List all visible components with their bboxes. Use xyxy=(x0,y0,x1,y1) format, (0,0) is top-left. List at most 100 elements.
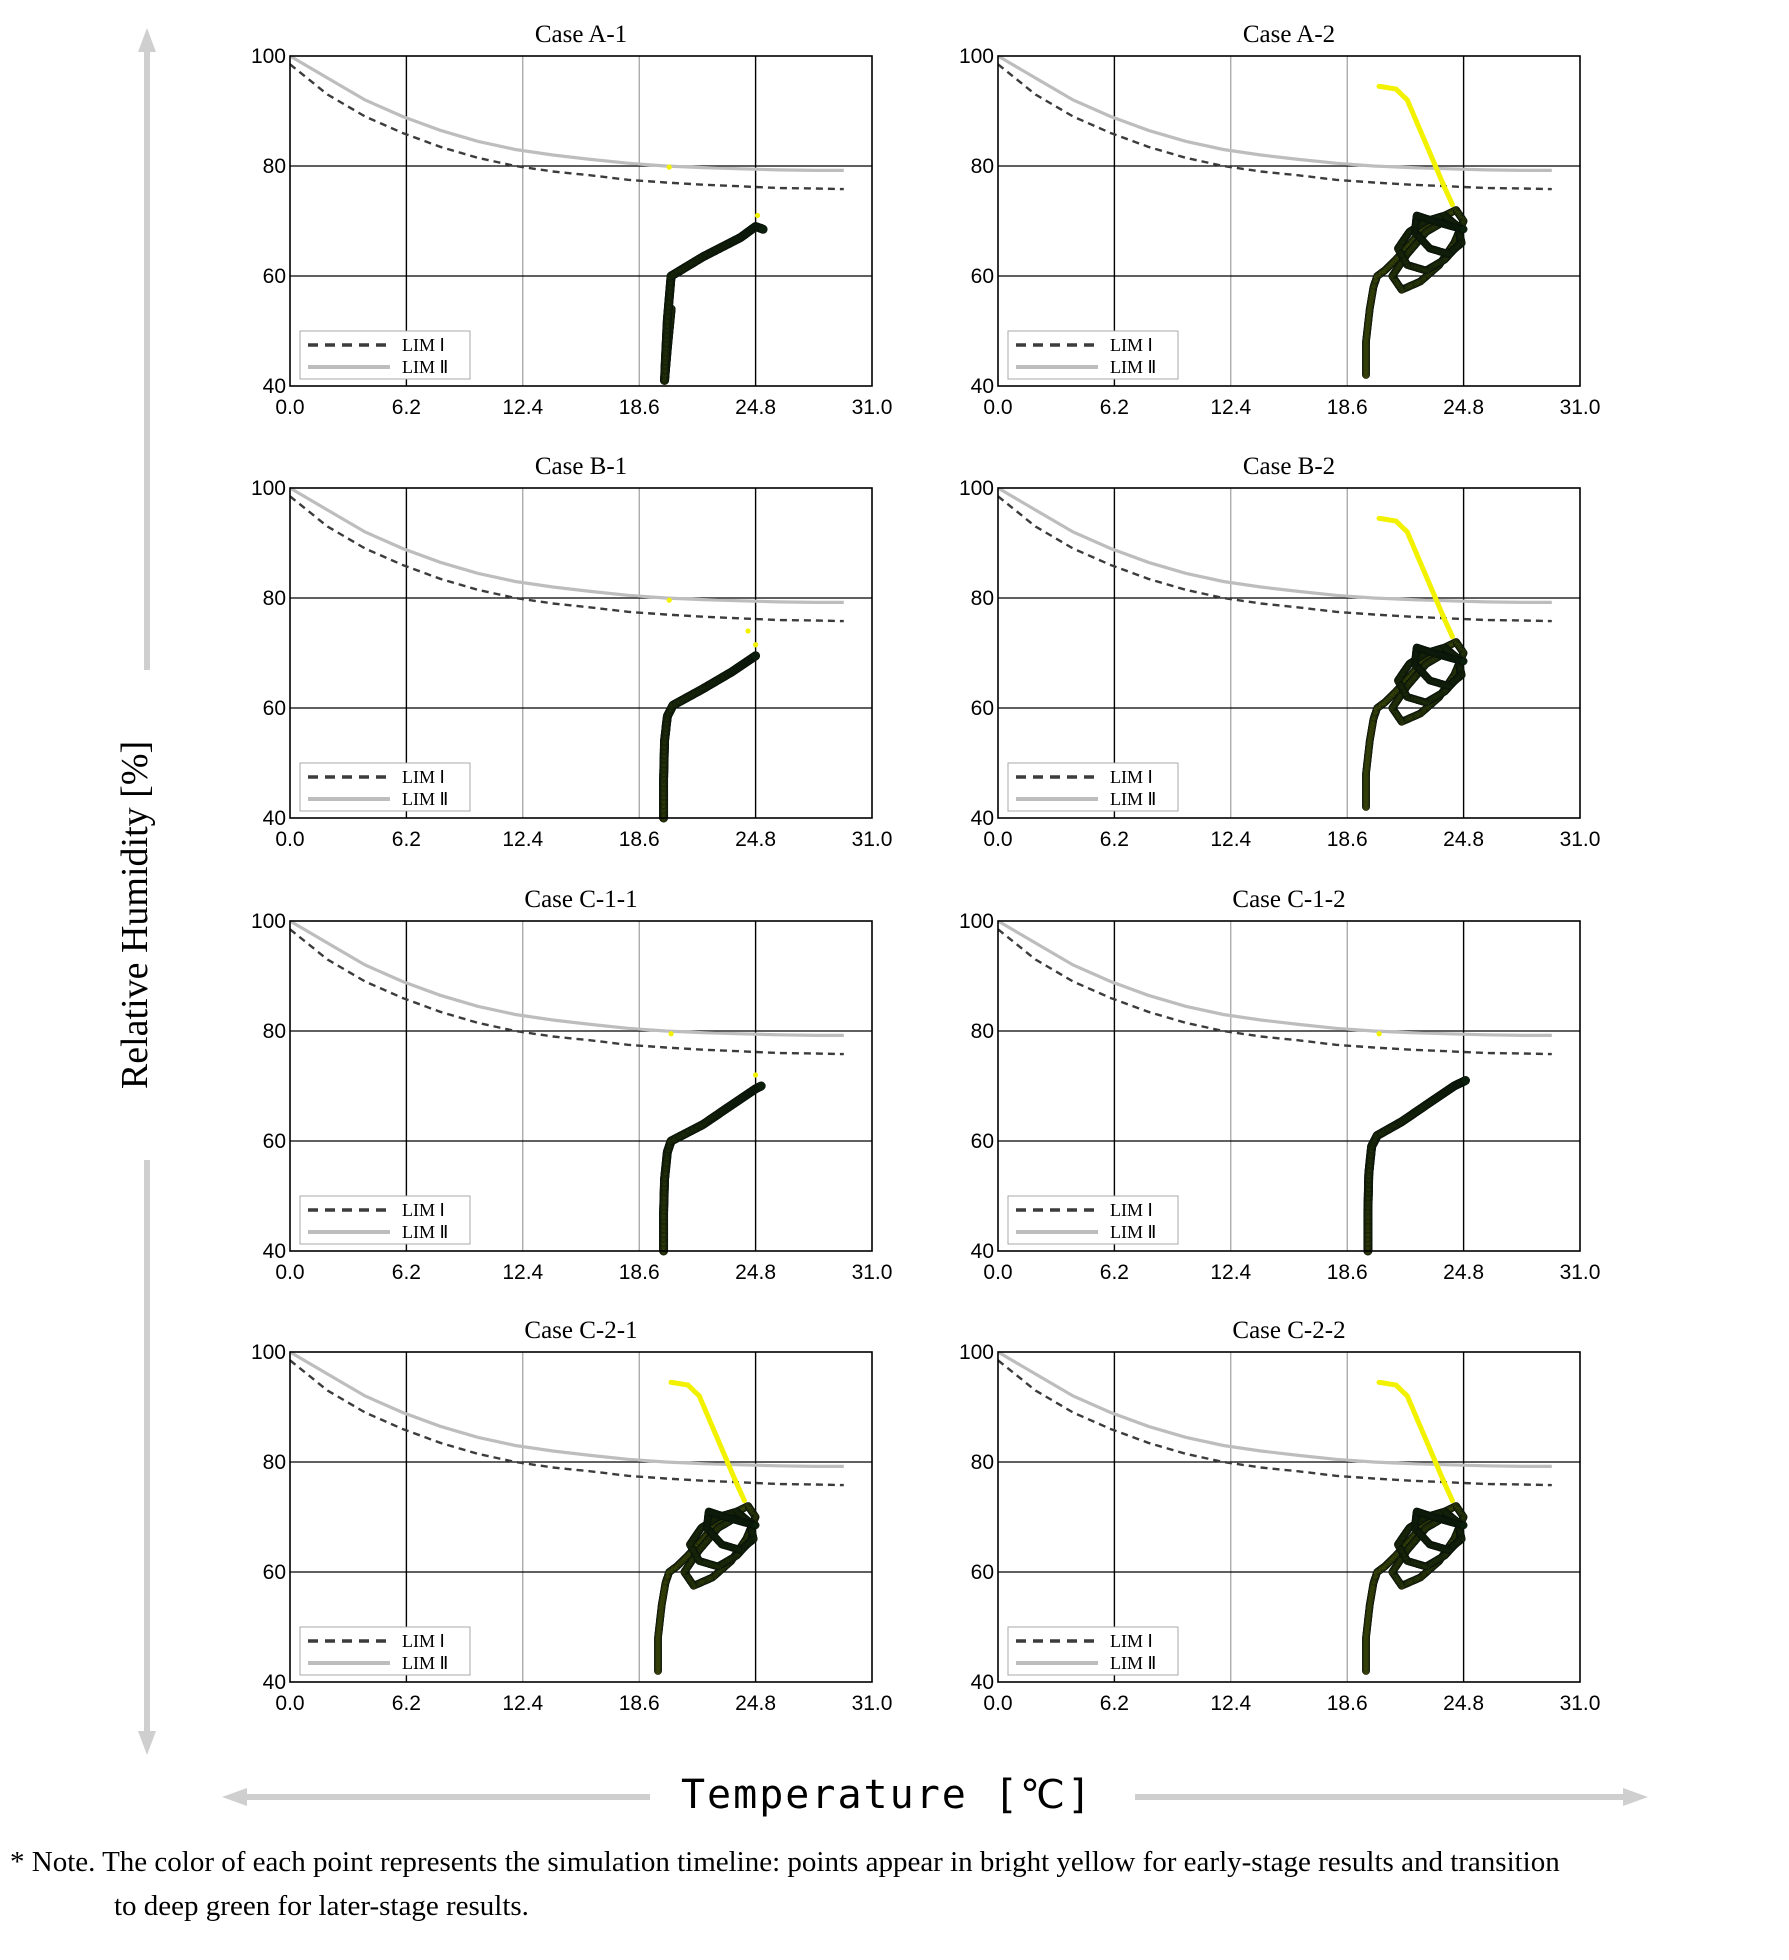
trajectory-point xyxy=(756,1081,766,1091)
chart-panel: Case C-1-2 0.0 6.2 12.4 18.6 24.8 31.0 40 60 80 10… xyxy=(959,886,1600,1284)
y-tick-label: 40 xyxy=(263,1671,286,1694)
x-tick-label: 18.6 xyxy=(1327,1261,1368,1284)
y-tick-label: 80 xyxy=(263,155,286,178)
y-direction-arrows xyxy=(138,28,156,1755)
y-tick-label: 100 xyxy=(251,477,286,500)
x-tick-label: 0.0 xyxy=(275,1261,304,1284)
x-tick-label: 6.2 xyxy=(1100,828,1129,851)
x-tick-label: 0.0 xyxy=(275,1692,304,1715)
legend-label-lim1: LIM Ⅰ xyxy=(1110,335,1153,355)
y-tick-label: 40 xyxy=(263,807,286,830)
x-tick-label: 0.0 xyxy=(983,828,1012,851)
lim2-curve xyxy=(997,54,1552,172)
x-tick-label: 12.4 xyxy=(1210,828,1251,851)
y-arrow-down-head xyxy=(138,1731,156,1755)
legend-label-lim1: LIM Ⅰ xyxy=(1110,1631,1153,1651)
y-tick-label: 100 xyxy=(959,1341,994,1364)
y-tick-label: 60 xyxy=(263,697,286,720)
x-tick-label: 18.6 xyxy=(1327,396,1368,419)
early-stage-point xyxy=(745,628,751,634)
y-tick-label: 60 xyxy=(971,697,994,720)
y-tick-label: 60 xyxy=(971,265,994,288)
trajectory-point xyxy=(1459,225,1468,234)
legend-label-lim2: LIM Ⅱ xyxy=(1110,1222,1156,1242)
x-tick-label: 0.0 xyxy=(275,828,304,851)
lim1-curve xyxy=(289,495,844,623)
early-stage-point xyxy=(753,642,759,648)
chart-panel: Case A-2 0.0 6.2 12.4 18.6 24.8 31.0 40 60 80 100 L… xyxy=(959,21,1600,419)
plot-frame xyxy=(997,55,1581,387)
x-tick-label: 24.8 xyxy=(735,828,776,851)
y-arrow-up-head xyxy=(138,28,156,52)
lim2-curve xyxy=(289,486,844,604)
x-tick-label: 6.2 xyxy=(392,1261,421,1284)
x-tick-label: 31.0 xyxy=(1560,1692,1601,1715)
x-tick-label: 12.4 xyxy=(502,396,543,419)
plot-frame xyxy=(289,55,873,387)
x-tick-label: 24.8 xyxy=(1443,828,1484,851)
legend-box xyxy=(1007,1195,1179,1245)
x-tick-label: 18.6 xyxy=(619,828,660,851)
x-tick-label: 24.8 xyxy=(1443,1261,1484,1284)
y-tick-label: 60 xyxy=(263,1130,286,1153)
x-tick-label: 12.4 xyxy=(1210,1692,1251,1715)
y-tick-label: 80 xyxy=(263,587,286,610)
y-tick-label: 60 xyxy=(263,265,286,288)
chart-panel: Case C-1-1 0.0 6.2 12.4 18.6 24.8 31.0 40 60 80 10… xyxy=(251,886,892,1284)
legend-box xyxy=(299,762,471,812)
legend-label-lim1: LIM Ⅰ xyxy=(402,1200,445,1220)
chart-title: Case B-2 xyxy=(1243,453,1335,480)
x-tick-label: 0.0 xyxy=(275,396,304,419)
y-axis-label: Relative Humidity [%] xyxy=(114,741,156,1089)
chart-panel: Case B-1 0.0 6.2 12.4 18.6 24.8 31.0 40 60 80 100 L… xyxy=(251,453,892,851)
legend-label-lim2: LIM Ⅱ xyxy=(1110,1653,1156,1673)
legend-label-lim2: LIM Ⅱ xyxy=(402,789,448,809)
y-tick-label: 60 xyxy=(971,1561,994,1584)
legend-label-lim1: LIM Ⅰ xyxy=(402,335,445,355)
x-tick-label: 31.0 xyxy=(1560,828,1601,851)
legend-label-lim2: LIM Ⅱ xyxy=(402,1653,448,1673)
x-arrow-right-head xyxy=(1623,1788,1648,1806)
x-tick-label: 31.0 xyxy=(852,396,893,419)
x-tick-label: 31.0 xyxy=(852,1261,893,1284)
y-tick-label: 40 xyxy=(971,807,994,830)
x-tick-label: 31.0 xyxy=(1560,1261,1601,1284)
plot-frame xyxy=(997,487,1581,819)
y-tick-label: 100 xyxy=(251,45,286,68)
x-direction-arrows xyxy=(222,1788,1648,1806)
x-tick-label: 6.2 xyxy=(1100,1261,1129,1284)
early-stage-point xyxy=(666,164,672,170)
lim1-curve xyxy=(289,928,844,1056)
x-tick-label: 6.2 xyxy=(1100,1692,1129,1715)
x-tick-label: 12.4 xyxy=(1210,396,1251,419)
trajectory-point xyxy=(751,651,761,661)
early-stage-point xyxy=(668,1031,674,1037)
early-stage-point xyxy=(741,1497,747,1504)
chart-panel: Case A-1 0.0 6.2 12.4 18.6 24.8 31.0 40 60 80 100 L… xyxy=(251,21,892,419)
y-tick-label: 100 xyxy=(251,1341,286,1364)
note-line-1: * Note. The color of each point represen… xyxy=(10,1846,1560,1878)
legend-box xyxy=(1007,762,1179,812)
lim2-curve xyxy=(997,486,1552,604)
lim2-curve xyxy=(289,54,844,172)
legend-label-lim2: LIM Ⅱ xyxy=(1110,789,1156,809)
y-tick-label: 40 xyxy=(971,1671,994,1694)
early-stage-point xyxy=(1449,633,1455,640)
x-tick-label: 0.0 xyxy=(983,396,1012,419)
legend-label-lim1: LIM Ⅰ xyxy=(402,1631,445,1651)
lim1-curve xyxy=(289,63,844,191)
y-tick-label: 100 xyxy=(959,910,994,933)
chart-title: Case A-1 xyxy=(535,21,627,48)
x-tick-label: 24.8 xyxy=(735,1692,776,1715)
lim1-curve xyxy=(997,63,1552,191)
x-tick-label: 18.6 xyxy=(619,396,660,419)
x-tick-label: 0.0 xyxy=(983,1692,1012,1715)
y-tick-label: 80 xyxy=(971,155,994,178)
lim1-curve xyxy=(997,495,1552,623)
x-axis-label: Temperature [℃] xyxy=(681,1772,1093,1818)
x-tick-label: 18.6 xyxy=(1327,828,1368,851)
y-tick-label: 40 xyxy=(971,375,994,398)
y-tick-label: 40 xyxy=(263,375,286,398)
x-tick-label: 18.6 xyxy=(619,1692,660,1715)
